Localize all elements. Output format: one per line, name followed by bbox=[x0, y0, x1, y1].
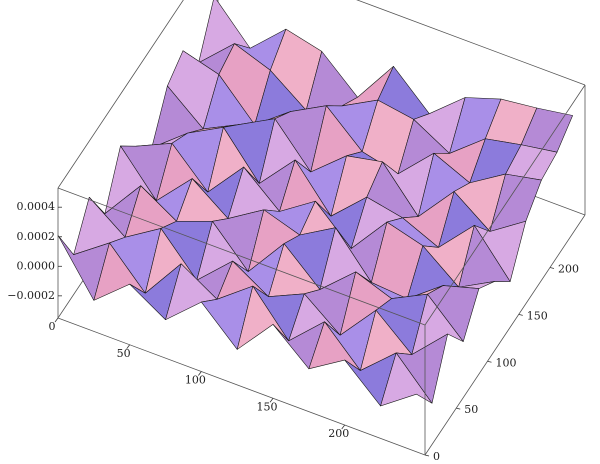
y-tick-label: 200 bbox=[558, 263, 579, 276]
z-tick-label: 0.0000 bbox=[17, 259, 56, 272]
x-tick bbox=[341, 424, 346, 430]
x-tick bbox=[198, 371, 202, 376]
z-tick-label: 0.0004 bbox=[17, 200, 56, 213]
x-tick bbox=[269, 398, 274, 403]
y-tick bbox=[424, 454, 430, 457]
y-tick bbox=[518, 313, 523, 316]
x-tick-label: 150 bbox=[257, 400, 278, 413]
x-tick bbox=[54, 317, 59, 323]
y-tick-label: 50 bbox=[464, 403, 478, 416]
x-tick bbox=[126, 344, 130, 349]
y-tick bbox=[487, 360, 492, 363]
y-tick bbox=[549, 267, 555, 269]
box-edge bbox=[424, 84, 586, 326]
box-edge bbox=[424, 214, 586, 456]
box-edge bbox=[356, 0, 586, 86]
x-tick-label: 50 bbox=[117, 347, 131, 360]
box-edge bbox=[57, 0, 184, 189]
box-edge bbox=[57, 187, 426, 326]
x-tick-label: 100 bbox=[185, 374, 206, 387]
x-tick-label: 0 bbox=[49, 320, 56, 333]
z-tick-label: 0.0002 bbox=[17, 230, 56, 243]
y-tick-label: 0 bbox=[433, 450, 440, 463]
x-tick-label: 200 bbox=[328, 427, 349, 440]
surface-patch bbox=[380, 352, 433, 407]
z-tick-label: −0.0002 bbox=[7, 289, 55, 302]
y-tick-label: 100 bbox=[496, 356, 517, 369]
y-tick-label: 150 bbox=[527, 309, 548, 322]
y-tick bbox=[456, 407, 461, 410]
box-edge bbox=[57, 317, 426, 456]
